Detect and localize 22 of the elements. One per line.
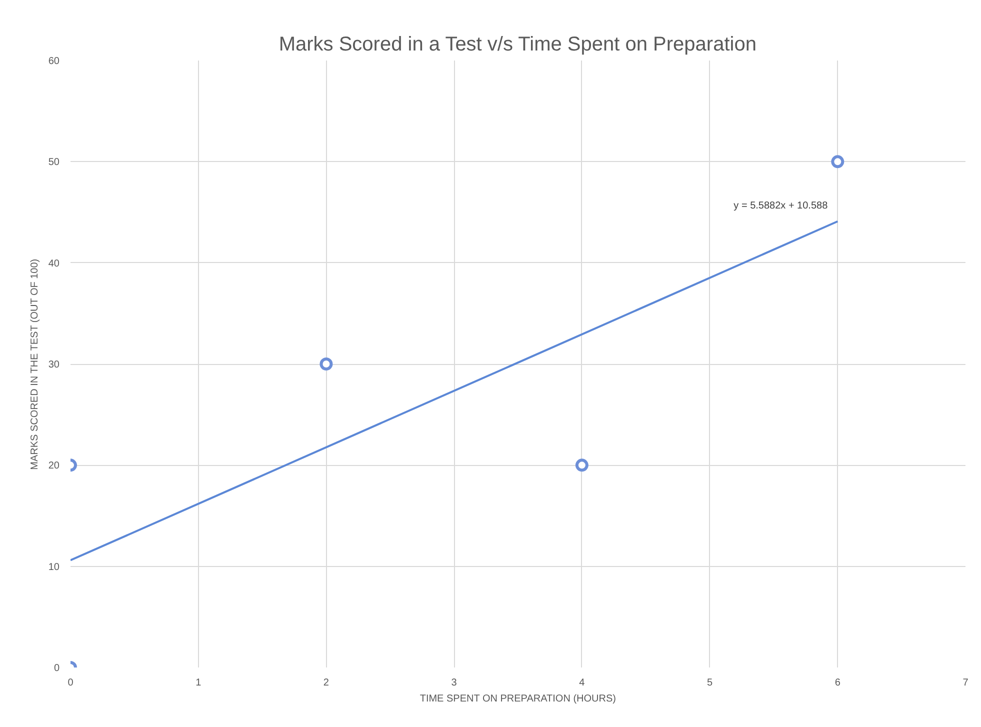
x-tick-label: 7	[962, 678, 969, 688]
x-tick-label: 3	[451, 678, 458, 688]
x-tick-label: 6	[834, 678, 841, 688]
y-tick-label: 40	[48, 258, 60, 270]
y-tick-label: 30	[48, 360, 60, 370]
x-axis-title: TIME SPENT ON PREPARATION (HOURS)	[420, 694, 616, 704]
x-tick-label: 5	[707, 678, 714, 688]
x-tick-label: 1	[196, 678, 202, 688]
chart-title: Marks Scored in a Test v/s Time Spent on Preparation	[278, 34, 756, 56]
point	[320, 358, 333, 370]
annotation: y = 5.5882x + 10.588	[734, 200, 828, 212]
y-tick-label: 60	[48, 56, 60, 67]
x-tick-label: 0	[68, 678, 74, 688]
point	[575, 458, 588, 472]
y-axis-title: MARKS SCORED IN THE TEST (OUT OF 100)	[29, 258, 40, 470]
x-tick-label: 2	[323, 678, 330, 688]
y-tick-label: 50	[48, 157, 60, 168]
y-tick-label: 0	[54, 663, 60, 674]
point	[831, 155, 844, 168]
y-tick-label: 10	[48, 562, 60, 573]
y-tick-label: 20	[48, 460, 60, 472]
x-tick-label: 4	[579, 678, 586, 688]
